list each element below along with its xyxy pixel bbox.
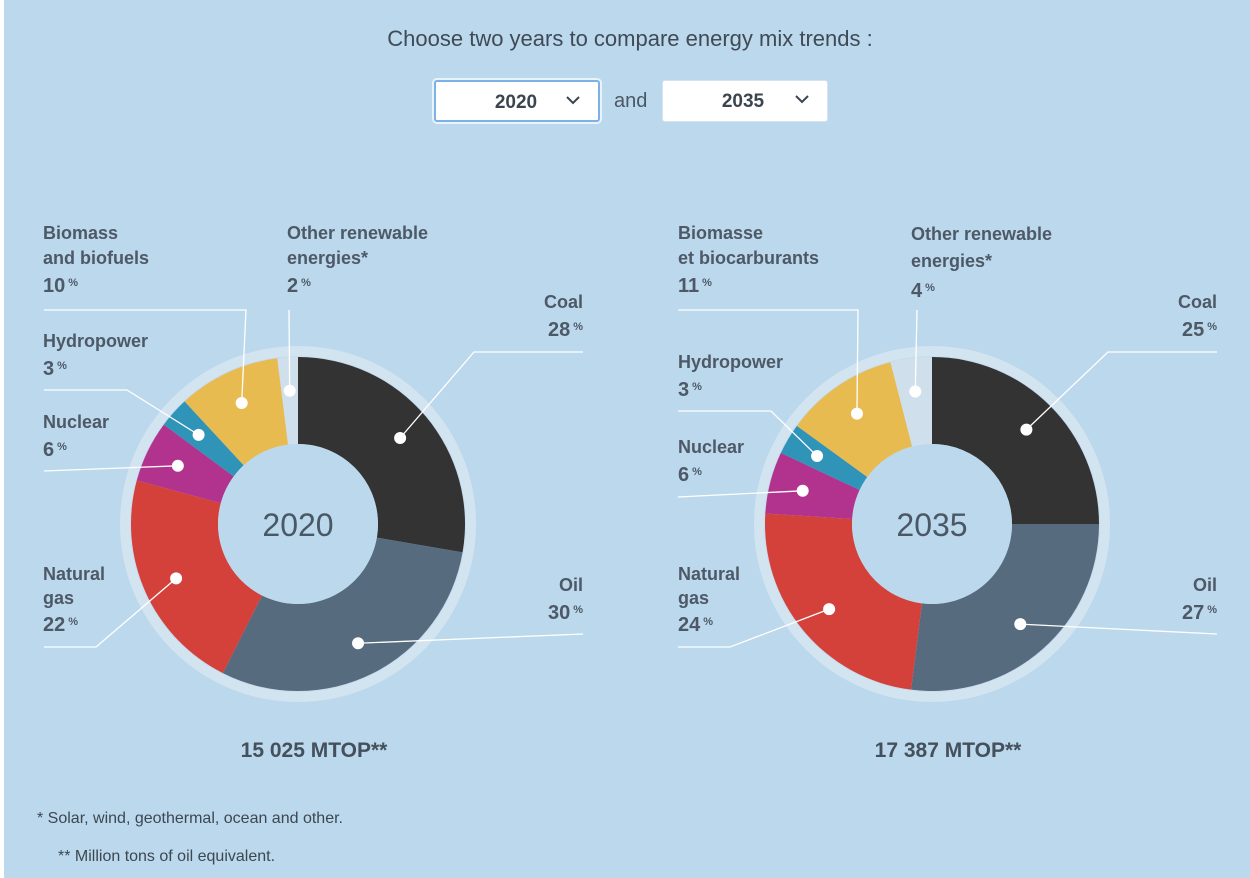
leader-dot-hydropower: [192, 428, 205, 441]
leader-line-biomasse-et-biocarburants: [678, 309, 859, 414]
label-oil-2035: Oil 27%: [1181, 575, 1217, 624]
label-other-renewables-2020: Other renewable energies* 2%: [287, 223, 429, 297]
label-nuclear-2035: Nuclear 6%: [678, 437, 745, 486]
leader-dot-oil: [352, 637, 365, 650]
slice-coal: [298, 357, 465, 553]
leader-dot-biomass-and-biofuels: [235, 396, 248, 409]
leader-line-other-renewable-energies: [914, 309, 918, 392]
page-edge: [0, 0, 4, 878]
slice-oil: [911, 524, 1099, 691]
label-hydropower-2035: Hydropower 3%: [678, 352, 784, 401]
leader-dot-nuclear: [796, 484, 809, 497]
slice-natural-gas: [764, 513, 922, 690]
leader-line-natural-gas: [678, 608, 830, 648]
slice-nuclear: [136, 424, 234, 504]
center-label-2020: 2020: [262, 507, 333, 543]
total-2020: 15 025 MTOP**: [240, 739, 388, 762]
slice-coal: [932, 357, 1099, 524]
footnote-mtop: ** Million tons of oil equivalent.: [58, 848, 276, 865]
leader-line-hydropower: [44, 389, 199, 436]
donut-hole: [852, 444, 1012, 604]
second-year-select[interactable]: 2035: [662, 80, 828, 122]
label-other-renewables-2035: Other renewable energies* 4%: [911, 224, 1053, 302]
first-year-select[interactable]: 2020: [434, 80, 600, 122]
chevron-down-icon: [795, 95, 809, 104]
leader-line-hydropower: [678, 410, 818, 457]
slice-hydropower: [163, 401, 244, 477]
slice-nuclear: [765, 452, 860, 519]
leader-line-natural-gas: [44, 577, 177, 648]
and-label: and: [614, 90, 648, 112]
leader-dot-natural-gas: [823, 603, 836, 616]
leader-line-biomass-and-biofuels: [44, 309, 247, 403]
label-biomass-2035: Biomasse et biocarburants 11%: [678, 223, 820, 297]
leader-dot-oil: [1014, 618, 1027, 631]
leader-line-other-renewable-energies: [288, 309, 291, 391]
label-oil-2020: Oil 30%: [547, 575, 583, 624]
label-coal-2035: Coal 25%: [1177, 292, 1217, 341]
label-hydropower-2020: Hydropower 3%: [43, 331, 149, 380]
leader-line-nuclear: [43, 465, 178, 472]
leader-line-oil: [358, 633, 584, 644]
label-biomass-2020: Biomass and biofuels 10%: [43, 223, 150, 297]
footnote-renewables: * Solar, wind, geothermal, ocean and oth…: [37, 810, 343, 827]
total-2035: 17 387 MTOP**: [874, 739, 1022, 762]
leader-dot-biomasse-et-biocarburants: [850, 407, 863, 420]
slice-oil: [222, 537, 463, 691]
leader-dot-coal: [394, 432, 407, 445]
label-nuclear-2020: Nuclear 6%: [43, 412, 110, 461]
chevron-down-icon: [566, 96, 580, 105]
leader-dot-other-renewable-energies: [283, 384, 296, 397]
slice-other-renewable-energies: [277, 357, 298, 445]
first-year-value: 2020: [494, 92, 538, 113]
leader-line-nuclear: [677, 490, 803, 498]
slice-biomass-and-biofuels: [184, 358, 289, 466]
leader-dot-hydropower: [811, 450, 824, 463]
center-label-2035: 2035: [896, 507, 967, 543]
second-year-value: 2035: [721, 91, 765, 112]
leader-dot-coal: [1020, 423, 1033, 436]
slice-natural-gas: [130, 480, 263, 674]
leader-line-coal: [399, 351, 583, 439]
donut-hole: [218, 444, 378, 604]
leader-dot-nuclear: [171, 459, 184, 472]
leader-line-oil: [1020, 623, 1218, 635]
leader-dot-other-renewable-energies: [909, 385, 922, 398]
slice-biomasse-et-biocarburants: [796, 362, 913, 477]
label-natural-gas-2020: Natural gas 22%: [43, 564, 106, 636]
leader-line-coal: [1025, 351, 1217, 431]
slice-other-renewable-energies: [890, 357, 932, 447]
leader-dot-natural-gas: [170, 572, 183, 585]
label-natural-gas-2035: Natural gas 24%: [678, 564, 741, 636]
page-title: Choose two years to compare energy mix t…: [387, 26, 873, 51]
label-coal-2020: Coal 28%: [543, 292, 583, 341]
